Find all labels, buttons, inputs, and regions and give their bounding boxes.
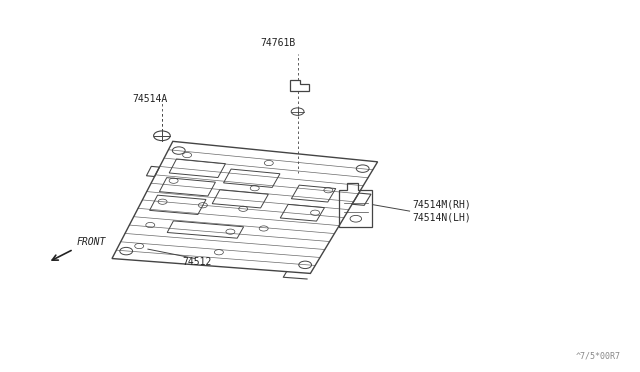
Text: ^7/5*00R7: ^7/5*00R7	[576, 352, 621, 361]
Text: FRONT: FRONT	[77, 237, 106, 247]
Text: 74761B: 74761B	[260, 38, 296, 48]
Text: 74514A: 74514A	[132, 94, 168, 104]
Text: 74512: 74512	[182, 257, 212, 267]
Text: 74514N(LH): 74514N(LH)	[413, 213, 472, 222]
Text: 74514M(RH): 74514M(RH)	[413, 200, 472, 209]
